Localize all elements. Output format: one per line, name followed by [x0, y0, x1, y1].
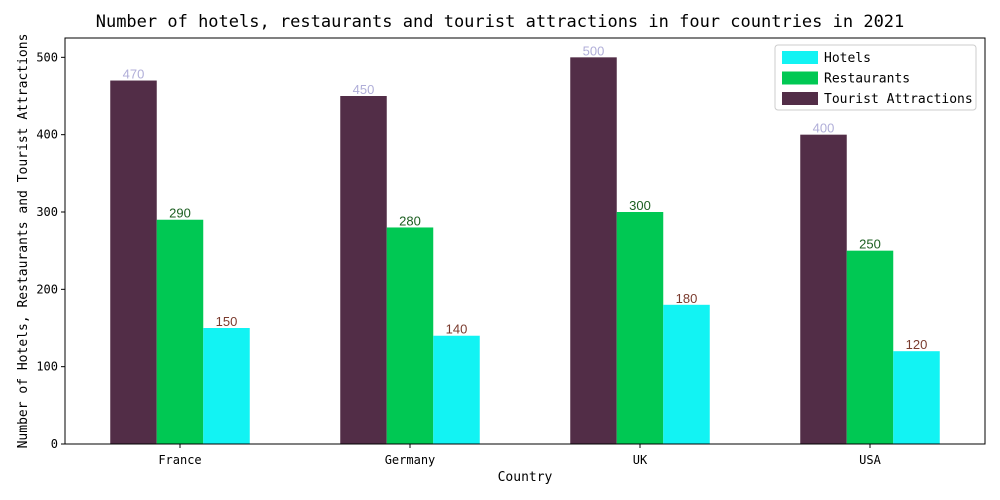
legend-label-tourist-attractions: Tourist Attractions	[824, 92, 973, 107]
legend-label-hotels: Hotels	[824, 51, 871, 66]
plot-frame	[64, 37, 986, 445]
x-tick-label-uk: UK	[633, 453, 648, 467]
y-tick-label: 400	[36, 128, 58, 142]
y-tick-label: 0	[51, 437, 58, 451]
bar-restaurants-uk	[616, 212, 664, 444]
bar-restaurants-usa	[846, 250, 894, 444]
data-label-hotels-germany: 140	[446, 322, 468, 337]
data-label-restaurants-usa: 250	[859, 237, 881, 252]
y-tick-label: 200	[36, 282, 58, 296]
data-label-restaurants-germany: 280	[399, 213, 421, 228]
y-tick-label: 300	[36, 205, 58, 219]
bar-tourist-attractions-germany	[340, 96, 387, 444]
bar-tourist-attractions-france	[110, 80, 157, 445]
data-label-tourist-attractions-france: 470	[123, 67, 145, 82]
legend-label-restaurants: Restaurants	[824, 72, 910, 87]
bar-tourist-attractions-uk	[570, 57, 617, 444]
y-tick-label: 100	[36, 360, 58, 374]
bar-restaurants-germany	[386, 227, 434, 444]
bar-hotels-france	[203, 328, 250, 444]
legend-swatch-hotels	[782, 51, 818, 64]
chart-title: Number of hotels, restaurants and touris…	[95, 12, 905, 32]
x-tick-label-france: France	[158, 453, 201, 467]
y-axis-label: Number of Hotels, Restaurants and Touris…	[16, 34, 31, 449]
bar-hotels-germany	[433, 335, 480, 444]
x-tick-label-germany: Germany	[385, 453, 436, 467]
data-label-hotels-uk: 180	[676, 291, 698, 306]
data-label-hotels-usa: 120	[906, 337, 928, 352]
data-label-tourist-attractions-germany: 450	[353, 82, 375, 97]
bar-hotels-usa	[893, 351, 940, 444]
data-label-tourist-attractions-uk: 500	[583, 43, 605, 58]
legend-swatch-tourist-attractions	[782, 92, 818, 105]
bar-hotels-uk	[663, 304, 710, 444]
x-axis-label: Country	[498, 470, 553, 485]
data-label-tourist-attractions-usa: 400	[813, 121, 835, 136]
x-tick-label-usa: USA	[859, 453, 881, 467]
legend	[774, 44, 977, 111]
data-label-restaurants-france: 290	[169, 206, 191, 221]
data-label-restaurants-uk: 300	[629, 198, 651, 213]
legend-swatch-restaurants	[782, 71, 818, 85]
bar-tourist-attractions-usa	[800, 134, 847, 444]
y-tick-label: 500	[36, 50, 58, 64]
bar-restaurants-france	[156, 219, 204, 444]
data-label-hotels-france: 150	[216, 314, 238, 329]
